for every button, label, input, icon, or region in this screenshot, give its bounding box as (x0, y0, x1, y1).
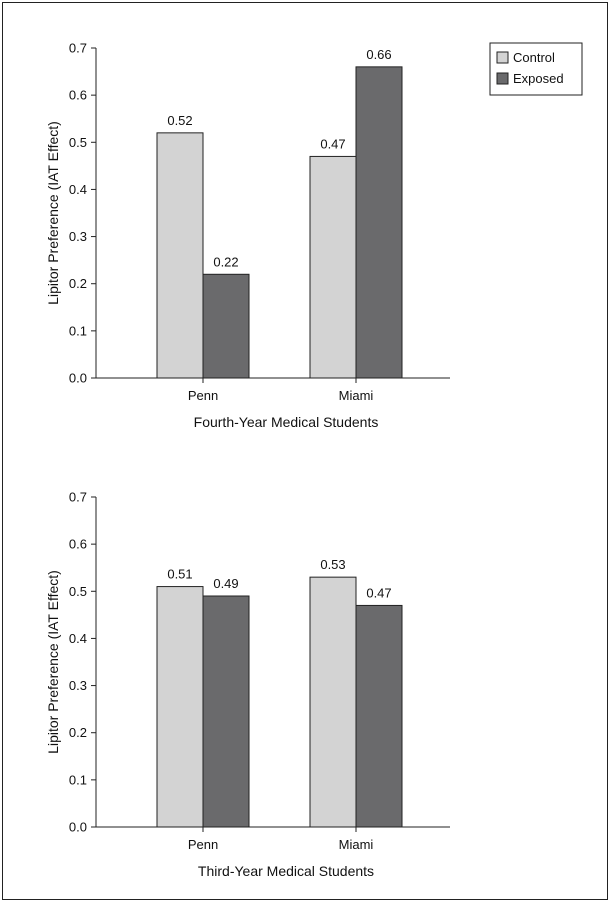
y-tick-label: 0.3 (69, 229, 87, 244)
legend-swatch-control (496, 51, 509, 64)
y-tick-label: 0.3 (69, 678, 87, 693)
y-tick-label: 0.4 (69, 182, 87, 197)
data-label: 0.22 (213, 254, 238, 269)
legend-label-control: Control (513, 50, 555, 65)
bar-control-miami (309, 576, 357, 828)
y-tick-label: 0.0 (69, 371, 87, 386)
chart-2: 0.0 0.1 0.2 0.3 0.4 0.5 0.6 0.7 Lipitor Preferen… (45, 490, 450, 879)
data-label: 0.47 (366, 585, 391, 600)
y-axis-label: Lipitor Preference (IAT Effect) (45, 570, 61, 754)
data-label: 0.53 (320, 557, 345, 572)
x-tick-label: Miami (339, 388, 374, 403)
bar-control-miami (309, 155, 357, 379)
y-axis-label: Lipitor Preference (IAT Effect) (45, 121, 61, 305)
y-tick-label: 0.4 (69, 631, 87, 646)
x-tick-label: Penn (188, 388, 218, 403)
y-tick-label: 0.1 (69, 323, 87, 338)
y-tick-label: 0.6 (69, 537, 87, 552)
bar-control-penn (156, 132, 204, 379)
x-tick-label: Miami (339, 837, 374, 852)
y-tick-label: 0.7 (69, 490, 87, 505)
bar-exposed-penn (202, 273, 250, 379)
y-tick-label: 0.2 (69, 276, 87, 291)
x-axis-label: Fourth-Year Medical Students (194, 414, 379, 430)
bar-exposed-miami (355, 66, 403, 379)
y-tick-label: 0.1 (69, 772, 87, 787)
bar-control-penn (156, 586, 204, 828)
data-label: 0.51 (167, 567, 192, 582)
data-label: 0.49 (213, 576, 238, 591)
y-tick-label: 0.5 (69, 584, 87, 599)
bar-exposed-miami (355, 604, 403, 828)
x-axis-label: Third-Year Medical Students (198, 863, 374, 879)
y-tick-label: 0.5 (69, 135, 87, 150)
data-label: 0.66 (366, 47, 391, 62)
data-label: 0.52 (167, 113, 192, 128)
x-tick-label: Penn (188, 837, 218, 852)
legend: Control Exposed (489, 42, 583, 96)
y-tick-label: 0.2 (69, 725, 87, 740)
legend-swatch-exposed (496, 72, 509, 85)
bar-exposed-penn (202, 595, 250, 828)
y-tick-label: 0.0 (69, 820, 87, 835)
y-tick-label: 0.7 (69, 41, 87, 56)
y-tick-label: 0.6 (69, 88, 87, 103)
data-label: 0.47 (320, 136, 345, 151)
chart-1: 0.0 0.1 0.2 0.3 0.4 0.5 0.6 0.7 Lipitor Preferen… (45, 41, 583, 430)
legend-label-exposed: Exposed (513, 71, 564, 86)
